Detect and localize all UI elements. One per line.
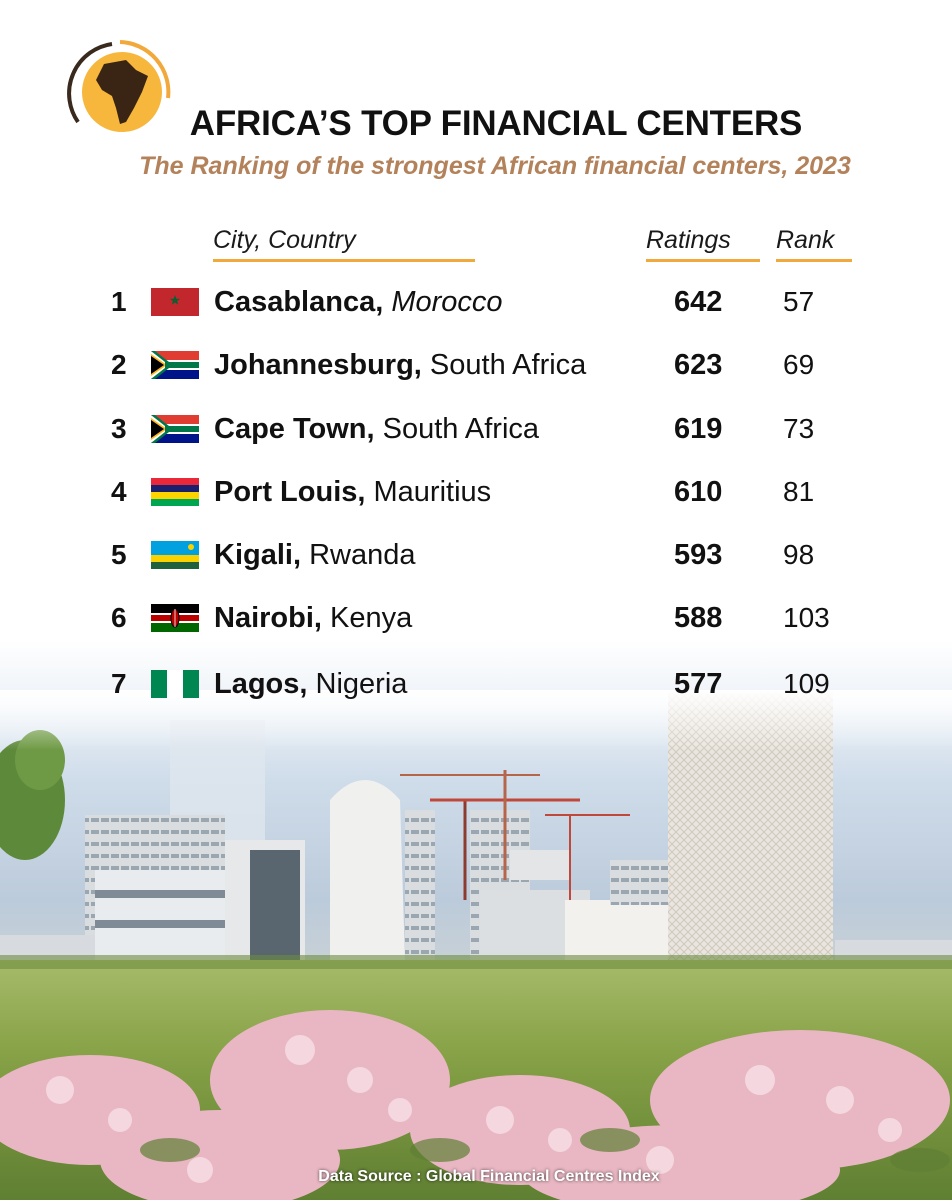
column-header-city: City, Country: [213, 226, 475, 262]
city-name: Lagos,: [214, 668, 308, 700]
rating-value: 577: [674, 668, 723, 700]
rank-value: 109: [783, 668, 830, 699]
row-number: 7: [111, 668, 127, 699]
row-number: 5: [111, 539, 127, 570]
table-row: 2 Johannesburg, South Africa 623 69: [0, 349, 952, 389]
city-name: Kigali,: [214, 539, 302, 571]
rating-value: 593: [674, 539, 723, 571]
row-number: 4: [111, 476, 127, 507]
city-country: Port Louis, Mauritius: [214, 476, 491, 509]
city-country: Casablanca, Morocco: [214, 286, 503, 319]
rank-value: 81: [783, 476, 815, 507]
rank-value: 69: [783, 349, 815, 380]
table-row: 4 Port Louis, Mauritius 610 81: [0, 476, 952, 516]
rank-value: 57: [783, 286, 815, 317]
row-number: 3: [111, 413, 127, 444]
city-name: Johannesburg,: [214, 349, 422, 381]
country-name: South Africa: [382, 413, 540, 445]
rating-value: 619: [674, 413, 723, 445]
mauritius-flag-icon: [151, 478, 199, 506]
city-country: Nairobi, Kenya: [214, 602, 412, 635]
row-number: 1: [111, 286, 127, 317]
rank-value: 103: [783, 602, 830, 633]
kenya-flag-icon: [151, 604, 199, 632]
rating-value: 623: [674, 349, 723, 381]
south-africa-flag-icon: [151, 415, 199, 443]
city-name: Nairobi,: [214, 602, 322, 634]
rating-value: 610: [674, 476, 723, 508]
table-row: 5 Kigali, Rwanda 593 98: [0, 539, 952, 579]
city-country: Cape Town, South Africa: [214, 413, 539, 446]
city-country: Lagos, Nigeria: [214, 668, 407, 701]
table-row: 3 Cape Town, South Africa 619 73: [0, 413, 952, 453]
south-africa-flag-icon: [151, 351, 199, 379]
rank-value: 73: [783, 413, 815, 444]
nigeria-flag-icon: [151, 670, 199, 698]
rwanda-flag-icon: [151, 541, 199, 569]
data-source-caption: Data Source : Global Financial Centres I…: [318, 1168, 660, 1185]
rating-value: 642: [674, 286, 723, 318]
table-row: 7 Lagos, Nigeria 577 109: [0, 668, 952, 708]
city-country: Johannesburg, South Africa: [214, 349, 586, 382]
city-name: Casablanca,: [214, 286, 384, 318]
city-name: Port Louis,: [214, 476, 366, 508]
country-name: Morocco: [391, 286, 503, 318]
africa-logo-icon: [67, 40, 171, 132]
morocco-flag-icon: [151, 288, 199, 316]
rating-value: 588: [674, 602, 723, 634]
page-subtitle: The Ranking of the strongest African fin…: [139, 152, 851, 180]
country-name: Kenya: [330, 602, 413, 634]
rank-value: 98: [783, 539, 815, 570]
row-number: 6: [111, 602, 127, 633]
table-row: 1 Casablanca, Morocco 642 57: [0, 286, 952, 326]
column-header-ratings: Ratings: [646, 226, 760, 262]
country-name: South Africa: [429, 349, 587, 381]
city-country: Kigali, Rwanda: [214, 539, 415, 572]
city-name: Cape Town,: [214, 413, 375, 445]
country-name: Rwanda: [309, 539, 416, 571]
column-header-rank: Rank: [776, 226, 852, 262]
page-title: AFRICA’S TOP FINANCIAL CENTERS: [189, 104, 803, 143]
country-name: Nigeria: [315, 668, 408, 700]
row-number: 2: [111, 349, 127, 380]
country-name: Mauritius: [373, 476, 492, 508]
table-row: 6 Nairobi, Kenya 588 103: [0, 602, 952, 642]
